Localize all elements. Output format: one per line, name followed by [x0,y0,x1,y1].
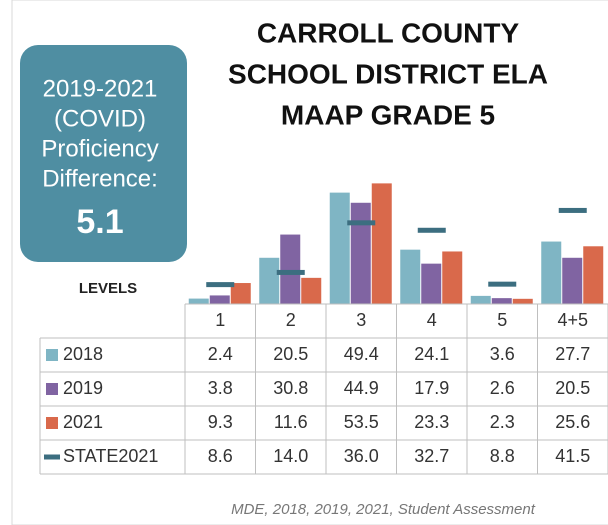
table-value: 27.7 [555,344,590,364]
x-tick-label: 2 [286,310,296,330]
legend-key [46,417,58,429]
bar [562,257,583,304]
table-value: 20.5 [273,344,308,364]
chart-title: CARROLL COUNTY [257,17,520,48]
table-value: 32.7 [414,446,449,466]
legend-label: 2021 [63,412,103,432]
bar [491,298,512,304]
chart-border [11,0,608,525]
bar [329,192,350,304]
callout-text: (COVID) [54,105,146,132]
bar [400,249,421,304]
table-value: 49.4 [344,344,379,364]
levels-label: LEVELS [79,280,137,297]
legend-label: STATE2021 [63,446,158,466]
table-value: 20.5 [555,378,590,398]
table-value: 17.9 [414,378,449,398]
table-value: 44.9 [344,378,379,398]
legend-label: 2019 [63,378,103,398]
state-dash [488,281,517,287]
bar [421,263,442,304]
table-value: 14.0 [273,446,308,466]
legend-label: 2018 [63,344,103,364]
callout-text: Proficiency [41,135,158,162]
bar [301,277,322,304]
bar [371,183,392,304]
table-value: 25.6 [555,412,590,432]
bar [259,257,280,304]
table-value: 8.8 [490,446,515,466]
state-dash [558,207,587,213]
table-value: 30.8 [273,378,308,398]
callout-value: 5.1 [76,203,123,241]
x-tick-label: 3 [356,310,366,330]
table-value: 53.5 [344,412,379,432]
state-dash [347,220,376,226]
bar [188,298,209,304]
callout-box [20,45,187,262]
bar [280,234,301,304]
source-note: MDE, 2018, 2019, 2021, Student Assessmen… [231,501,536,518]
x-tick-label: 1 [215,310,225,330]
x-tick-label: 4+5 [557,310,588,330]
bar [350,202,371,304]
callout-text: Difference: [42,165,158,192]
table-value: 8.6 [208,446,233,466]
bar [209,295,230,304]
table-value: 24.1 [414,344,449,364]
table-value: 41.5 [555,446,590,466]
chart-title: SCHOOL DISTRICT ELA [228,58,548,89]
bar [512,298,533,304]
state-dash [206,282,235,288]
legend-key [46,383,58,395]
chart-title: MAAP GRADE 5 [281,99,495,130]
callout-text: 2019-2021 [43,75,158,102]
table-value: 3.8 [208,378,233,398]
legend-key [46,349,58,361]
state-dash [276,269,305,275]
table-value: 23.3 [414,412,449,432]
legend-key [44,454,60,460]
table-value: 11.6 [274,412,308,432]
table-value: 2.6 [490,378,515,398]
bar [470,295,491,304]
bar [442,251,463,304]
bar [583,246,604,304]
table-value: 3.6 [490,344,515,364]
bar [230,283,251,304]
table-value: 2.4 [208,344,233,364]
table-value: 36.0 [344,446,379,466]
bar [541,241,562,304]
table-value: 2.3 [490,412,515,432]
x-tick-label: 5 [497,310,507,330]
table-value: 9.3 [208,412,233,432]
x-tick-label: 4 [427,310,437,330]
state-dash [417,227,446,233]
